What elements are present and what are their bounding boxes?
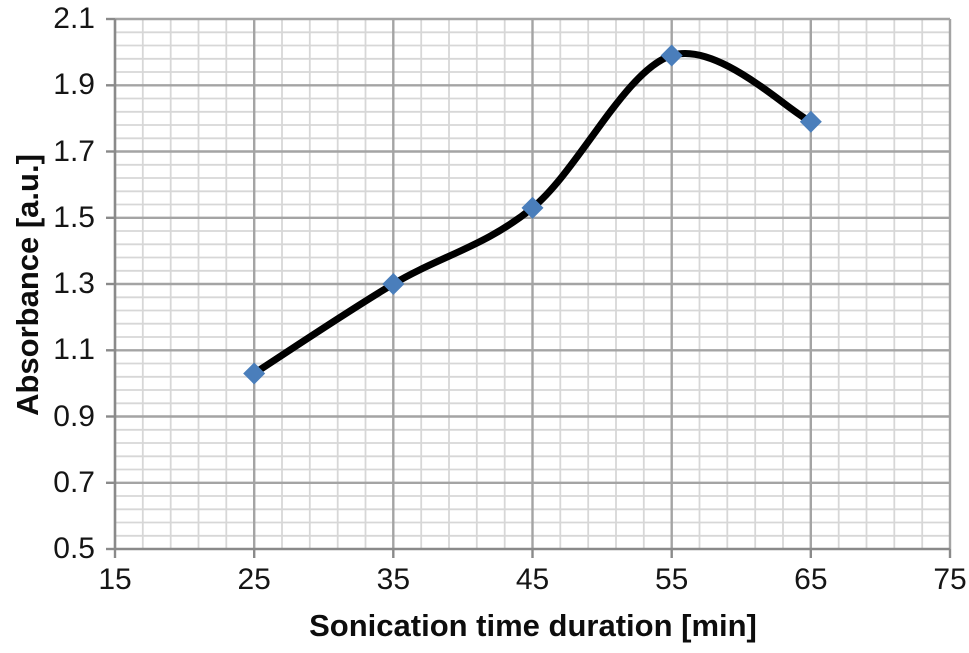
y-tick-label: 0.9 xyxy=(53,399,95,433)
x-tick-label: 75 xyxy=(933,563,967,596)
y-tick-label: 1.1 xyxy=(53,333,95,367)
axis-ticks xyxy=(106,17,952,558)
x-tick-label: 45 xyxy=(515,563,550,596)
y-tick-label: 2.1 xyxy=(53,2,95,35)
data-point-marker xyxy=(521,196,544,219)
x-tick-label: 35 xyxy=(376,563,411,596)
data-point-marker xyxy=(382,273,405,295)
x-axis-title: Sonication time duration [min] xyxy=(309,608,757,643)
y-tick-label: 0.5 xyxy=(53,532,95,565)
y-tick-label: 1.9 xyxy=(53,68,95,102)
x-tick-label: 55 xyxy=(654,563,689,596)
x-tick-label: 65 xyxy=(794,563,828,596)
x-tick-label: 25 xyxy=(237,563,271,596)
y-tick-label: 1.3 xyxy=(53,267,95,300)
data-point-marker xyxy=(799,110,822,133)
y-tick-label: 1.5 xyxy=(53,200,95,234)
y-tick-label: 1.7 xyxy=(53,134,95,168)
series-markers xyxy=(243,44,822,385)
x-tick-label: 15 xyxy=(98,563,132,596)
data-point-marker xyxy=(660,44,683,67)
y-tick-label: 0.7 xyxy=(53,465,95,499)
major-gridlines xyxy=(115,17,952,549)
data-point-marker xyxy=(243,362,266,385)
